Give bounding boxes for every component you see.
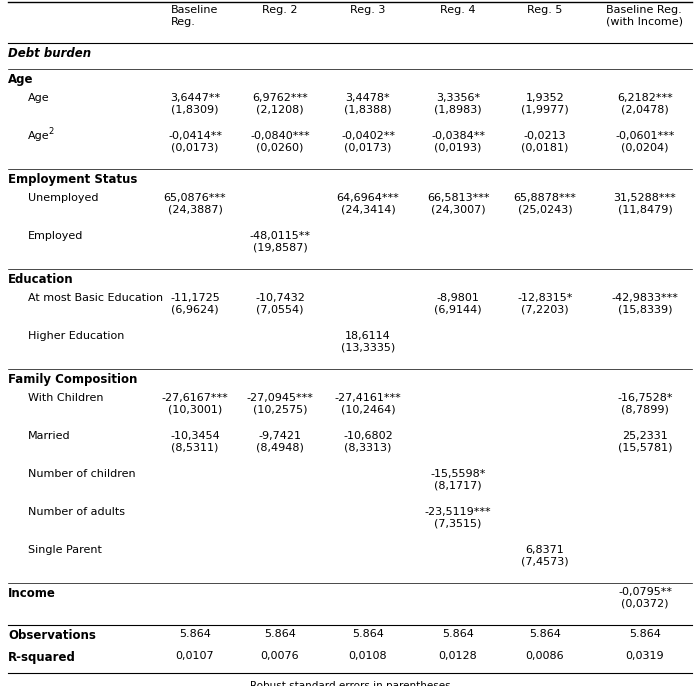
Text: 31,5288***
(11,8479): 31,5288*** (11,8479) (614, 193, 676, 215)
Text: -27,6167***
(10,3001): -27,6167*** (10,3001) (162, 393, 228, 414)
Text: 3,6447**
(1,8309): 3,6447** (1,8309) (170, 93, 220, 115)
Text: -0,0384**
(0,0193): -0,0384** (0,0193) (431, 131, 485, 152)
Text: -0,0213
(0,0181): -0,0213 (0,0181) (522, 131, 568, 152)
Text: 25,2331
(15,5781): 25,2331 (15,5781) (617, 431, 672, 453)
Text: -15,5598*
(8,1717): -15,5598* (8,1717) (430, 469, 486, 490)
Text: 3,3356*
(1,8983): 3,3356* (1,8983) (434, 93, 482, 115)
Text: 5.864: 5.864 (629, 629, 661, 639)
Text: Number of adults: Number of adults (28, 507, 125, 517)
Text: 5.864: 5.864 (264, 629, 296, 639)
Text: 64,6964***
(24,3414): 64,6964*** (24,3414) (337, 193, 400, 215)
Text: Higher Education: Higher Education (28, 331, 125, 341)
Text: -10,6802
(8,3313): -10,6802 (8,3313) (343, 431, 393, 453)
Text: Reg. 5: Reg. 5 (527, 5, 563, 15)
Text: Family Composition: Family Composition (8, 373, 137, 386)
Text: 5.864: 5.864 (529, 629, 561, 639)
Text: 3,4478*
(1,8388): 3,4478* (1,8388) (344, 93, 392, 115)
Text: -10,7432
(7,0554): -10,7432 (7,0554) (255, 293, 305, 315)
Text: 66,5813***
(24,3007): 66,5813*** (24,3007) (427, 193, 489, 215)
Text: Baseline
Reg.: Baseline Reg. (172, 5, 218, 27)
Text: 0,0086: 0,0086 (526, 651, 564, 661)
Text: 65,0876***
(24,3887): 65,0876*** (24,3887) (164, 193, 226, 215)
Text: Number of children: Number of children (28, 469, 136, 479)
Text: Reg. 2: Reg. 2 (262, 5, 298, 15)
Text: 1,9352
(1,9977): 1,9352 (1,9977) (521, 93, 569, 115)
Text: 18,6114
(13,3335): 18,6114 (13,3335) (341, 331, 395, 353)
Text: Employed: Employed (28, 231, 83, 241)
Text: Single Parent: Single Parent (28, 545, 102, 555)
Text: 6,8371
(7,4573): 6,8371 (7,4573) (522, 545, 569, 567)
Text: -0,0414**
(0,0173): -0,0414** (0,0173) (168, 131, 222, 152)
Text: Married: Married (28, 431, 71, 441)
Text: Reg. 4: Reg. 4 (440, 5, 476, 15)
Text: Education: Education (8, 273, 74, 286)
Text: -23,5119***
(7,3515): -23,5119*** (7,3515) (425, 507, 491, 529)
Text: Income: Income (8, 587, 56, 600)
Text: 6,9762***
(2,1208): 6,9762*** (2,1208) (252, 93, 308, 115)
Text: -27,4161***
(10,2464): -27,4161*** (10,2464) (335, 393, 401, 414)
Text: Age: Age (8, 73, 34, 86)
Text: Debt burden: Debt burden (8, 47, 91, 60)
Text: Baseline Reg.
(with Income): Baseline Reg. (with Income) (606, 5, 683, 27)
Text: 65,8878***
(25,0243): 65,8878*** (25,0243) (514, 193, 576, 215)
Text: 0,0319: 0,0319 (626, 651, 664, 661)
Text: 0,0128: 0,0128 (439, 651, 477, 661)
Text: -42,9833***
(15,8339): -42,9833*** (15,8339) (612, 293, 678, 315)
Text: 0,0108: 0,0108 (349, 651, 387, 661)
Text: -8,9801
(6,9144): -8,9801 (6,9144) (434, 293, 482, 315)
Text: With Children: With Children (28, 393, 104, 403)
Text: 2: 2 (48, 127, 53, 136)
Text: Robust standard errors in parentheses: Robust standard errors in parentheses (250, 681, 450, 686)
Text: -11,1725
(6,9624): -11,1725 (6,9624) (170, 293, 220, 315)
Text: Employment Status: Employment Status (8, 173, 137, 186)
Text: -0,0795**
(0,0372): -0,0795** (0,0372) (618, 587, 672, 608)
Text: -0,0402**
(0,0173): -0,0402** (0,0173) (341, 131, 395, 152)
Text: 6,2182***
(2,0478): 6,2182*** (2,0478) (617, 93, 673, 115)
Text: 0,0107: 0,0107 (176, 651, 214, 661)
Text: 0,0076: 0,0076 (260, 651, 300, 661)
Text: -27,0945***
(10,2575): -27,0945*** (10,2575) (246, 393, 314, 414)
Text: Age: Age (28, 93, 50, 103)
Text: -9,7421
(8,4948): -9,7421 (8,4948) (256, 431, 304, 453)
Text: -12,8315*
(7,2203): -12,8315* (7,2203) (517, 293, 573, 315)
Text: -16,7528*
(8,7899): -16,7528* (8,7899) (617, 393, 673, 414)
Text: -0,0840***
(0,0260): -0,0840*** (0,0260) (250, 131, 310, 152)
Text: 5.864: 5.864 (352, 629, 384, 639)
Text: R-squared: R-squared (8, 651, 76, 664)
Text: -0,0601***
(0,0204): -0,0601*** (0,0204) (615, 131, 675, 152)
Text: 5.864: 5.864 (179, 629, 211, 639)
Text: -48,0115**
(19,8587): -48,0115** (19,8587) (249, 231, 311, 252)
Text: Age: Age (28, 131, 50, 141)
Text: Observations: Observations (8, 629, 96, 642)
Text: Unemployed: Unemployed (28, 193, 99, 203)
Text: -10,3454
(8,5311): -10,3454 (8,5311) (170, 431, 220, 453)
Text: Reg. 3: Reg. 3 (350, 5, 386, 15)
Text: At most Basic Education: At most Basic Education (28, 293, 163, 303)
Text: 5.864: 5.864 (442, 629, 474, 639)
